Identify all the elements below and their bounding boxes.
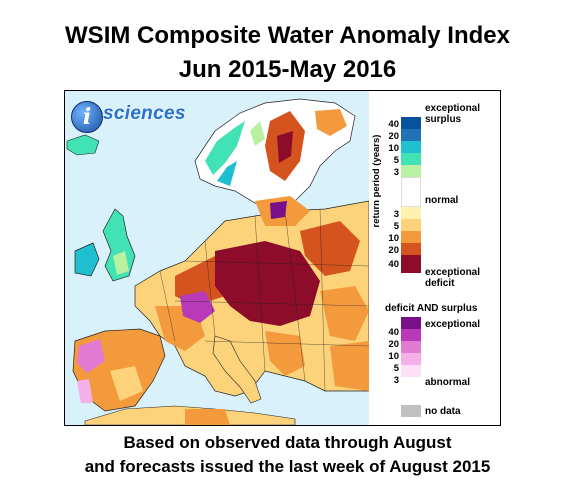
both-swatch-20 [401, 329, 421, 341]
normal-swatch [401, 177, 421, 207]
both-swatch-40 [401, 317, 421, 329]
footer-note: Based on observed data through August [123, 433, 452, 452]
isciences-logo-text: sciences [103, 103, 186, 124]
deficit-tick: 10 [388, 233, 399, 244]
surplus-swatch-20 [401, 129, 421, 141]
scandinavia-surplus [205, 121, 245, 175]
both-title: deficit AND surplus [385, 303, 478, 314]
both-tick: 20 [388, 339, 399, 350]
country-borders [159, 208, 369, 392]
both-swatch-5 [401, 353, 421, 365]
deficit-swatch-5 [401, 219, 421, 231]
surplus-swatch-3 [401, 165, 421, 177]
both-tick: 3 [393, 375, 399, 386]
surplus-label-2: surplus [425, 114, 462, 125]
map-title: WSIM Composite Water Anomaly Index [65, 22, 510, 49]
iceland [66, 134, 100, 156]
deficit-swatch-20 [401, 243, 421, 255]
surplus-swatch-40 [401, 117, 421, 129]
deficit-tick: 3 [393, 209, 399, 220]
footer-note-2: and forecasts issued the last week of Au… [84, 457, 491, 476]
deficit-swatch-10 [401, 231, 421, 243]
both-tick: 40 [388, 327, 399, 338]
surplus-tick: 40 [388, 119, 399, 130]
europe-anomaly-map [65, 91, 369, 425]
map-subtitle: Jun 2015-May 2016 [178, 56, 397, 83]
nodata-label: no data [425, 406, 461, 417]
deficit-swatch-40 [401, 255, 421, 273]
both-swatch-3 [401, 365, 421, 377]
surplus-tick: 5 [393, 155, 399, 166]
deficit-tick: 40 [388, 259, 399, 270]
surplus-label: exceptional [425, 103, 481, 114]
nodata-swatch [401, 405, 421, 417]
surplus-tick: 10 [388, 143, 399, 154]
both-abnormal-label: abnormal [425, 377, 471, 388]
central-europe-exceptional-deficit [215, 241, 320, 326]
surplus-tick: 20 [388, 131, 399, 142]
map-frame: i sciences 40 20 10 5 3 3 5 10 20 40 ret… [64, 90, 501, 426]
surplus-swatch-5 [401, 153, 421, 165]
normal-label: normal [425, 195, 459, 206]
isciences-logo-icon: i [71, 101, 103, 133]
both-swatch-10 [401, 341, 421, 353]
deficit-label-2: deficit [425, 278, 455, 289]
deficit-label: exceptional [425, 267, 481, 278]
both-tick: 5 [393, 363, 399, 374]
ireland [74, 242, 100, 277]
surplus-swatch-10 [401, 141, 421, 153]
deficit-tick: 20 [388, 245, 399, 256]
italy [212, 335, 262, 404]
deficit-tick: 5 [393, 221, 399, 232]
return-period-axis-label: return period (years) [371, 134, 382, 228]
deficit-swatch-3 [401, 207, 421, 219]
surplus-tick: 3 [393, 167, 399, 178]
both-tick: 10 [388, 351, 399, 362]
both-exceptional-label: exceptional [425, 319, 481, 330]
